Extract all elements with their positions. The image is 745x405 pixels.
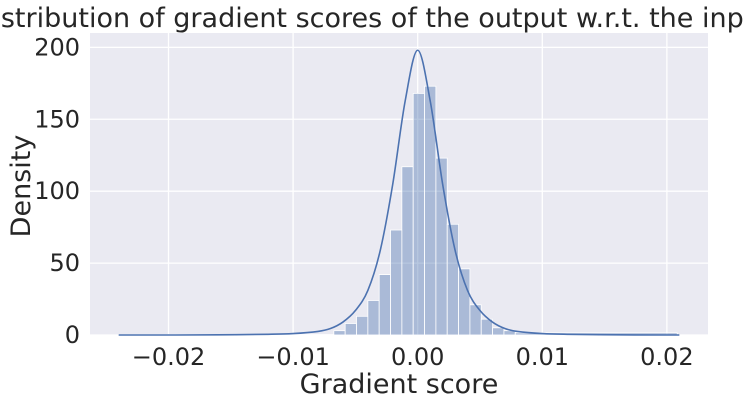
y-tick-label: 0 bbox=[65, 321, 80, 349]
x-tick-label: 0.00 bbox=[391, 343, 444, 371]
y-axis-label: Density bbox=[6, 135, 37, 238]
histogram-bar bbox=[378, 274, 391, 336]
histogram-bar bbox=[492, 327, 505, 336]
y-tick-labels: 0 50 100 150 200 bbox=[34, 33, 80, 349]
y-tick-label: 200 bbox=[34, 33, 80, 61]
x-tick-label: −0.01 bbox=[256, 343, 330, 371]
histogram-bar bbox=[333, 330, 346, 336]
histogram-bar bbox=[367, 300, 380, 336]
x-axis-label: Gradient score bbox=[300, 369, 499, 400]
chart-title: Distribution of gradient scores of the o… bbox=[0, 3, 745, 34]
x-tick-labels: −0.02 −0.01 0.00 0.01 0.02 bbox=[132, 343, 694, 371]
histogram-bar bbox=[401, 166, 414, 336]
y-tick-label: 100 bbox=[34, 177, 80, 205]
x-tick-label: 0.02 bbox=[640, 343, 693, 371]
histogram-bar bbox=[480, 318, 493, 336]
histogram-bar bbox=[435, 157, 448, 336]
histogram-bar bbox=[412, 93, 425, 336]
y-tick-label: 150 bbox=[34, 105, 80, 133]
plot-area bbox=[90, 33, 708, 335]
kde-line bbox=[118, 49, 680, 336]
histogram-bar bbox=[356, 315, 369, 336]
histogram-bar bbox=[458, 268, 471, 336]
histogram-bar bbox=[344, 323, 357, 336]
x-tick-label: 0.01 bbox=[516, 343, 569, 371]
histogram-bar bbox=[390, 229, 403, 336]
x-tick-label: −0.02 bbox=[132, 343, 206, 371]
y-tick-label: 50 bbox=[49, 249, 80, 277]
